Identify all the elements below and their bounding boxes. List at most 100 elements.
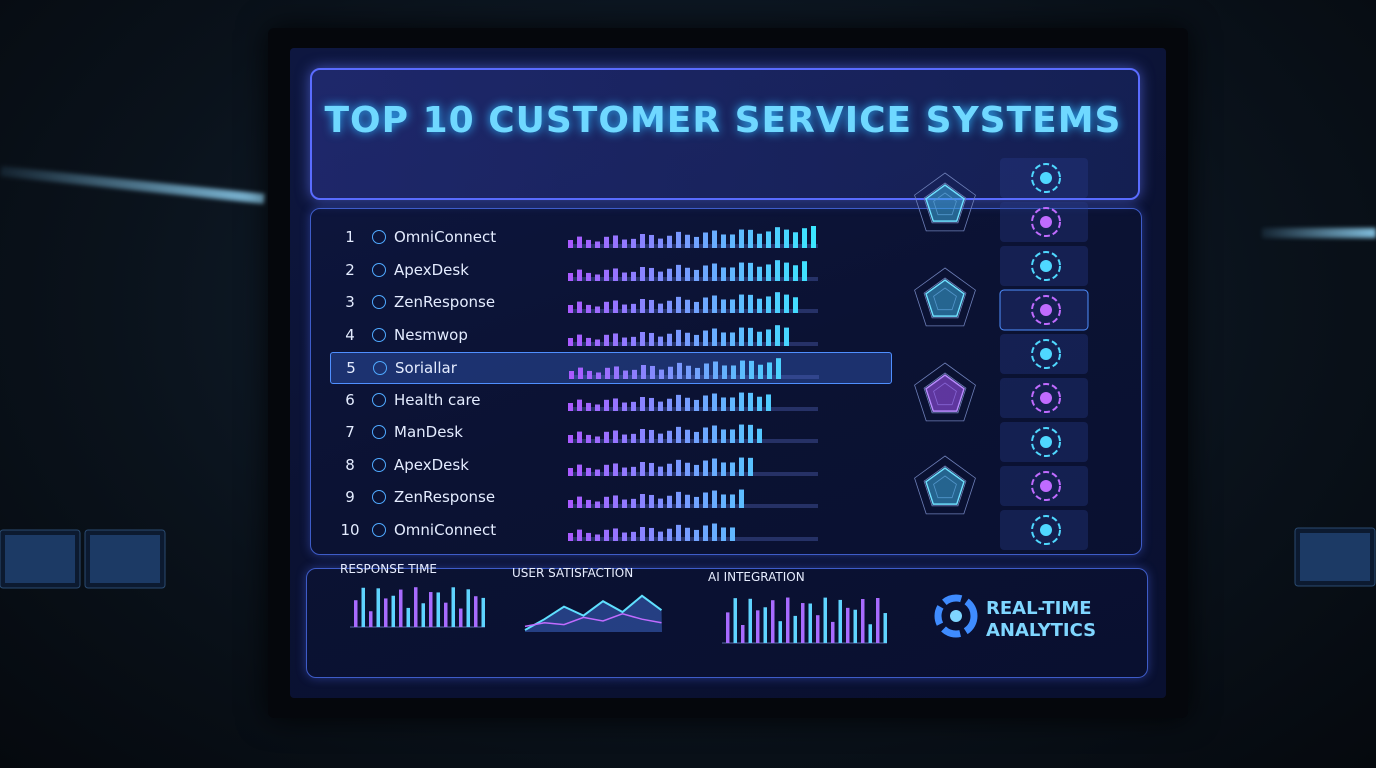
bar	[676, 231, 681, 248]
bar	[568, 272, 573, 281]
side-screen	[1300, 533, 1370, 581]
bar	[649, 397, 654, 411]
radar-area	[925, 184, 965, 222]
bar	[631, 433, 636, 443]
bar	[631, 238, 636, 248]
ranking-row: 4 Nesmwop	[330, 320, 890, 350]
system-icon	[372, 295, 386, 309]
bar	[757, 428, 762, 443]
bar	[649, 234, 654, 248]
bar	[721, 461, 726, 476]
score-bars	[568, 226, 818, 248]
bar	[632, 369, 637, 379]
bar-track	[568, 276, 818, 281]
ranking-row: 5 Soriallar	[330, 352, 892, 384]
mini-line	[524, 613, 662, 628]
mini-bar	[816, 615, 820, 643]
bar	[766, 328, 771, 346]
mini-bar	[831, 621, 835, 643]
bar	[739, 294, 744, 313]
mini-bar	[846, 607, 850, 643]
screen	[290, 48, 1166, 698]
bar	[613, 332, 618, 346]
radar-grid	[914, 362, 976, 422]
bar	[595, 403, 600, 411]
chart-title: AI INTEGRATION	[708, 570, 805, 584]
bar	[631, 336, 636, 346]
icon-core	[1040, 172, 1052, 184]
bar	[568, 240, 573, 248]
bar	[694, 464, 699, 476]
bar	[595, 533, 600, 541]
bar	[767, 362, 772, 379]
bar	[586, 402, 591, 411]
bar	[802, 260, 807, 281]
bar	[721, 266, 726, 281]
mini-bar	[748, 598, 752, 643]
mini-bar	[801, 603, 805, 643]
bar	[586, 304, 591, 313]
bar	[622, 272, 627, 281]
bar	[703, 394, 708, 411]
brand-line: ANALYTICS	[986, 620, 1097, 641]
bar	[658, 401, 663, 411]
bar	[649, 494, 654, 508]
mini-bar	[429, 592, 433, 627]
radar-chart	[914, 455, 976, 515]
bar	[739, 327, 744, 346]
bar	[667, 300, 672, 313]
score-bars	[568, 424, 818, 443]
mini-bar	[399, 589, 403, 627]
bar	[577, 236, 582, 248]
system-name: ZenResponse	[394, 293, 496, 311]
bar	[640, 428, 645, 443]
bar	[757, 396, 762, 411]
bar	[667, 235, 672, 248]
bar	[739, 489, 744, 508]
bar	[694, 431, 699, 443]
bar	[685, 267, 690, 281]
bar	[712, 263, 717, 281]
icon-core	[1040, 480, 1052, 492]
bar	[640, 396, 645, 411]
bar	[622, 467, 627, 476]
bar	[604, 269, 609, 281]
radar-chart	[914, 267, 976, 327]
bar	[577, 431, 582, 443]
bar	[784, 294, 789, 313]
score-bars	[568, 324, 818, 346]
bar	[613, 495, 618, 508]
mini-bar	[733, 598, 737, 643]
bar	[748, 229, 753, 248]
bar	[577, 334, 582, 346]
bar	[658, 531, 663, 541]
icon-core	[1040, 260, 1052, 272]
ranking-row: 8 ApexDesk	[330, 450, 890, 480]
bar-track	[568, 504, 818, 508]
bar	[640, 493, 645, 508]
bar	[623, 370, 628, 379]
bar	[640, 526, 645, 541]
mini-bar	[763, 607, 767, 643]
bar-track	[568, 536, 818, 541]
brand-text: REAL-TIME ANALYTICS	[986, 598, 1096, 642]
icon-core	[1040, 348, 1052, 360]
bar	[721, 494, 726, 508]
bar	[685, 527, 690, 541]
bar	[613, 300, 618, 313]
score-bars	[568, 292, 818, 313]
bar	[604, 334, 609, 346]
bar	[694, 529, 699, 541]
system-icon	[372, 457, 386, 472]
bar	[604, 301, 609, 313]
mini-area	[525, 595, 662, 632]
bar	[631, 531, 636, 541]
bar	[712, 425, 717, 443]
mini-bar	[466, 589, 470, 627]
score-bars	[568, 523, 818, 541]
bar	[739, 392, 744, 411]
title-panel	[310, 68, 1140, 200]
mini-bar	[876, 597, 880, 643]
